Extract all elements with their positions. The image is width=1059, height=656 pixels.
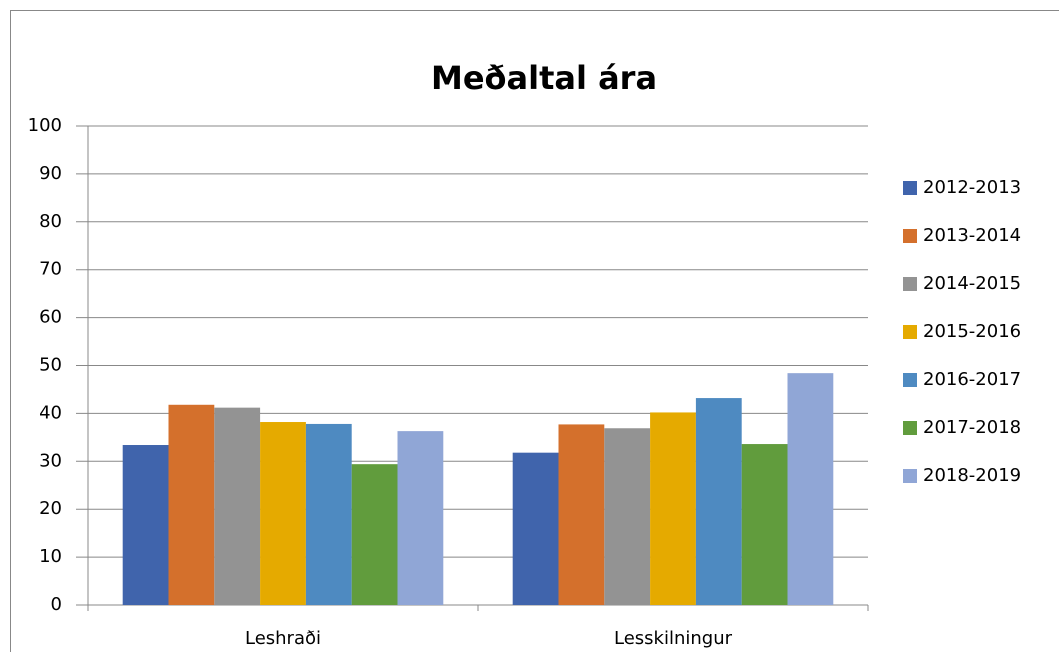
bar [260, 422, 306, 605]
legend-swatch [903, 181, 917, 195]
x-tick-label: Lesskilningur [614, 628, 733, 649]
y-tick-label: 20 [39, 498, 62, 519]
bar [604, 428, 650, 605]
legend-label: 2017-2018 [923, 417, 1021, 438]
legend-label: 2018-2019 [923, 465, 1021, 486]
y-tick-label: 10 [39, 546, 62, 567]
bar [306, 424, 352, 605]
bar [742, 444, 788, 605]
bar [398, 431, 444, 605]
bar [513, 453, 559, 605]
legend-swatch [903, 421, 917, 435]
legend-label: 2012-2013 [923, 177, 1021, 198]
chart-title: Meðaltal ára [431, 59, 657, 97]
legend-swatch [903, 373, 917, 387]
legend-label: 2013-2014 [923, 225, 1021, 246]
bar [788, 373, 834, 605]
bar [696, 398, 742, 605]
bar [352, 464, 398, 605]
legend-label: 2016-2017 [923, 369, 1021, 390]
legend-label: 2014-2015 [923, 273, 1021, 294]
x-tick-label: Leshraði [245, 628, 321, 649]
y-tick-label: 80 [39, 211, 62, 232]
legend-label: 2015-2016 [923, 321, 1021, 342]
legend-swatch [903, 277, 917, 291]
bar [559, 424, 605, 605]
bar [214, 408, 260, 605]
y-tick-label: 70 [39, 259, 62, 280]
y-tick-label: 30 [39, 450, 62, 471]
bar [169, 405, 215, 605]
y-tick-label: 60 [39, 307, 62, 328]
y-tick-label: 100 [28, 115, 62, 136]
legend-swatch [903, 469, 917, 483]
y-tick-label: 40 [39, 402, 62, 423]
y-tick-label: 50 [39, 355, 62, 376]
y-tick-label: 90 [39, 163, 62, 184]
bar [650, 412, 696, 605]
bar [123, 445, 169, 605]
legend-swatch [903, 229, 917, 243]
y-tick-label: 0 [51, 594, 62, 615]
legend-swatch [903, 325, 917, 339]
